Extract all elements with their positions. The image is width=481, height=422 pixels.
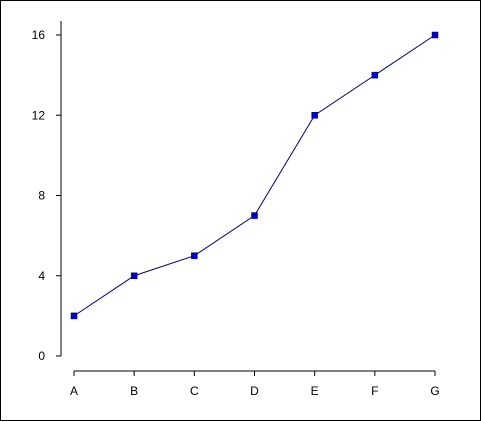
y-tick-label: 0 [38,349,45,363]
x-tick-label: C [190,384,199,398]
data-point-e [311,112,318,119]
x-tick-label: G [430,384,439,398]
series-group [70,31,439,320]
data-point-b [130,272,138,279]
x-tick-label: B [130,384,138,398]
x-tick-label: D [250,384,259,398]
y-tick-label: 4 [38,269,45,283]
data-point-a [70,312,78,320]
y-axis: 0 4 8 12 16 [32,21,62,363]
y-tick-label: 8 [38,189,45,203]
data-point-f [371,71,379,79]
y-tick-label: 12 [32,108,46,122]
x-tick-label: E [311,384,319,398]
data-point-g [431,31,439,39]
series-line [73,34,436,317]
x-axis: A B C D E F G [70,370,440,398]
y-tick-label: 16 [32,28,46,42]
data-point-c [191,252,198,259]
data-point-d [251,212,258,219]
x-tick-label: F [371,384,378,398]
x-tick-label: A [70,384,78,398]
